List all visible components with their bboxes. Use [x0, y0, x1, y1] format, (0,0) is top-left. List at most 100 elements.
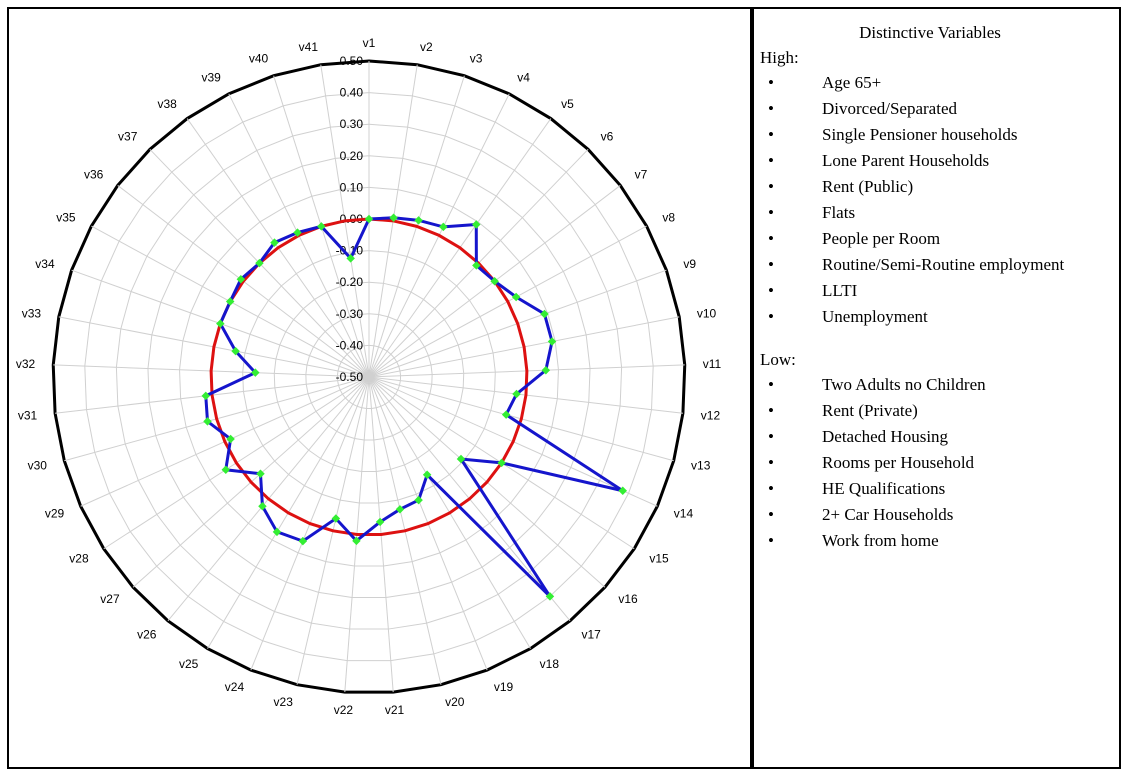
category-label: v32	[16, 357, 36, 371]
data-point-marker	[422, 470, 432, 480]
category-label: v41	[299, 40, 319, 54]
category-label: v27	[100, 592, 120, 606]
category-label: v24	[225, 680, 245, 694]
bullet-icon: •	[768, 375, 774, 394]
category-label: v15	[649, 552, 669, 566]
data-point-marker	[221, 465, 231, 474]
category-label: v28	[69, 552, 89, 566]
category-label: v11	[703, 357, 722, 371]
data-point-marker	[256, 469, 265, 478]
radial-tick-label: 0.50	[340, 54, 364, 68]
high-item: • Flats	[760, 200, 1120, 226]
grid-ring	[273, 281, 465, 473]
data-point-marker	[251, 368, 260, 377]
category-label: v8	[662, 210, 675, 224]
low-item: • 2+ Car Households	[760, 502, 1120, 528]
radial-tick-label: 0.20	[340, 149, 364, 163]
high-item-label: Single Pensioner households	[822, 125, 1018, 144]
data-point-marker	[456, 454, 466, 464]
high-item: • Rent (Public)	[760, 174, 1120, 200]
data-point-marker	[497, 458, 506, 468]
data-point-marker	[618, 486, 627, 495]
radar-grid	[51, 59, 687, 694]
category-label: v13	[691, 459, 711, 473]
category-label: v35	[56, 210, 76, 224]
category-label: v3	[470, 52, 483, 66]
bullet-icon: •	[768, 453, 774, 472]
chart-frame	[7, 7, 1121, 769]
category-label: v16	[618, 592, 638, 606]
high-item-label: People per Room	[822, 229, 941, 248]
bullet-icon: •	[768, 99, 774, 118]
bullet-icon: •	[768, 427, 774, 446]
high-item-label: Age 65+	[822, 73, 882, 92]
low-item-label: HE Qualifications	[822, 479, 946, 498]
high-item: • Routine/Semi-Routine employment	[760, 252, 1120, 278]
grid-ring	[179, 186, 559, 567]
data-point-marker	[225, 297, 235, 306]
radial-tick-label: -0.50	[336, 370, 364, 384]
low-item-label: Rooms per Household	[822, 453, 975, 472]
bullet-icon: •	[768, 307, 774, 326]
category-label: v20	[445, 695, 465, 709]
data-point-marker	[547, 337, 557, 346]
category-label: v9	[683, 257, 696, 271]
data-point-marker	[375, 517, 385, 527]
grid-ring	[84, 92, 654, 662]
category-label: v4	[517, 71, 530, 85]
data-point-marker	[414, 216, 423, 225]
bullet-icon: •	[768, 505, 774, 524]
data-point-marker	[364, 214, 374, 224]
data-point-marker	[540, 309, 549, 319]
category-label: v37	[118, 129, 138, 143]
data-point-marker	[258, 501, 267, 511]
category-label: v10	[697, 306, 717, 320]
category-label: v26	[137, 628, 157, 642]
category-label: v19	[494, 680, 514, 694]
high-item-label: Lone Parent Households	[822, 151, 990, 170]
high-item: • Divorced/Separated	[760, 96, 1120, 122]
category-label: v22	[334, 703, 354, 717]
radial-tick-label: -0.20	[336, 275, 364, 289]
high-item: • Unemployment	[760, 304, 1120, 330]
data-point-marker	[270, 238, 279, 247]
category-label: v1	[363, 36, 376, 50]
low-item: • Rent (Private)	[760, 398, 1120, 424]
high-item-label: Unemployment	[822, 307, 928, 326]
bullet-icon: •	[768, 203, 774, 222]
low-item-label: Two Adults no Children	[822, 375, 986, 394]
data-point-marker	[216, 319, 225, 328]
high-heading: High:	[760, 48, 799, 67]
high-item-label: LLTI	[822, 281, 858, 300]
category-label: v18	[540, 657, 560, 671]
high-item: • People per Room	[760, 226, 1120, 252]
low-item: • Work from home	[760, 528, 1120, 554]
bullet-icon: •	[768, 479, 774, 498]
radial-tick-label: -0.30	[336, 307, 364, 321]
data-point-marker	[352, 536, 361, 546]
series-layer	[201, 213, 627, 601]
low-variable-list: • Two Adults no Children • Rent (Private) • D…	[760, 372, 1120, 554]
bullet-icon: •	[768, 401, 774, 420]
data-point-marker	[501, 410, 511, 419]
high-item: • LLTI	[760, 278, 1120, 304]
profile-series-line	[204, 216, 624, 598]
data-point-marker	[511, 292, 521, 302]
bullet-icon: •	[768, 531, 774, 550]
data-point-marker	[414, 495, 423, 505]
panel-divider	[750, 7, 754, 769]
category-label: v12	[701, 408, 721, 422]
data-point-marker	[231, 346, 240, 356]
data-point-marker	[201, 391, 211, 401]
bullet-icon: •	[768, 255, 774, 274]
bullet-icon: •	[768, 177, 774, 196]
radial-tick-labels: -0.50-0.40-0.30-0.20-0.100.000.100.200.3…	[336, 54, 364, 384]
data-point-marker	[472, 220, 481, 229]
category-label: v17	[582, 628, 602, 642]
category-label: v40	[249, 52, 269, 66]
category-label: v2	[420, 40, 433, 54]
data-point-marker	[317, 222, 326, 231]
category-label: v34	[35, 257, 55, 271]
grid-ring	[305, 313, 433, 441]
low-item: • Two Adults no Children	[760, 372, 1120, 398]
